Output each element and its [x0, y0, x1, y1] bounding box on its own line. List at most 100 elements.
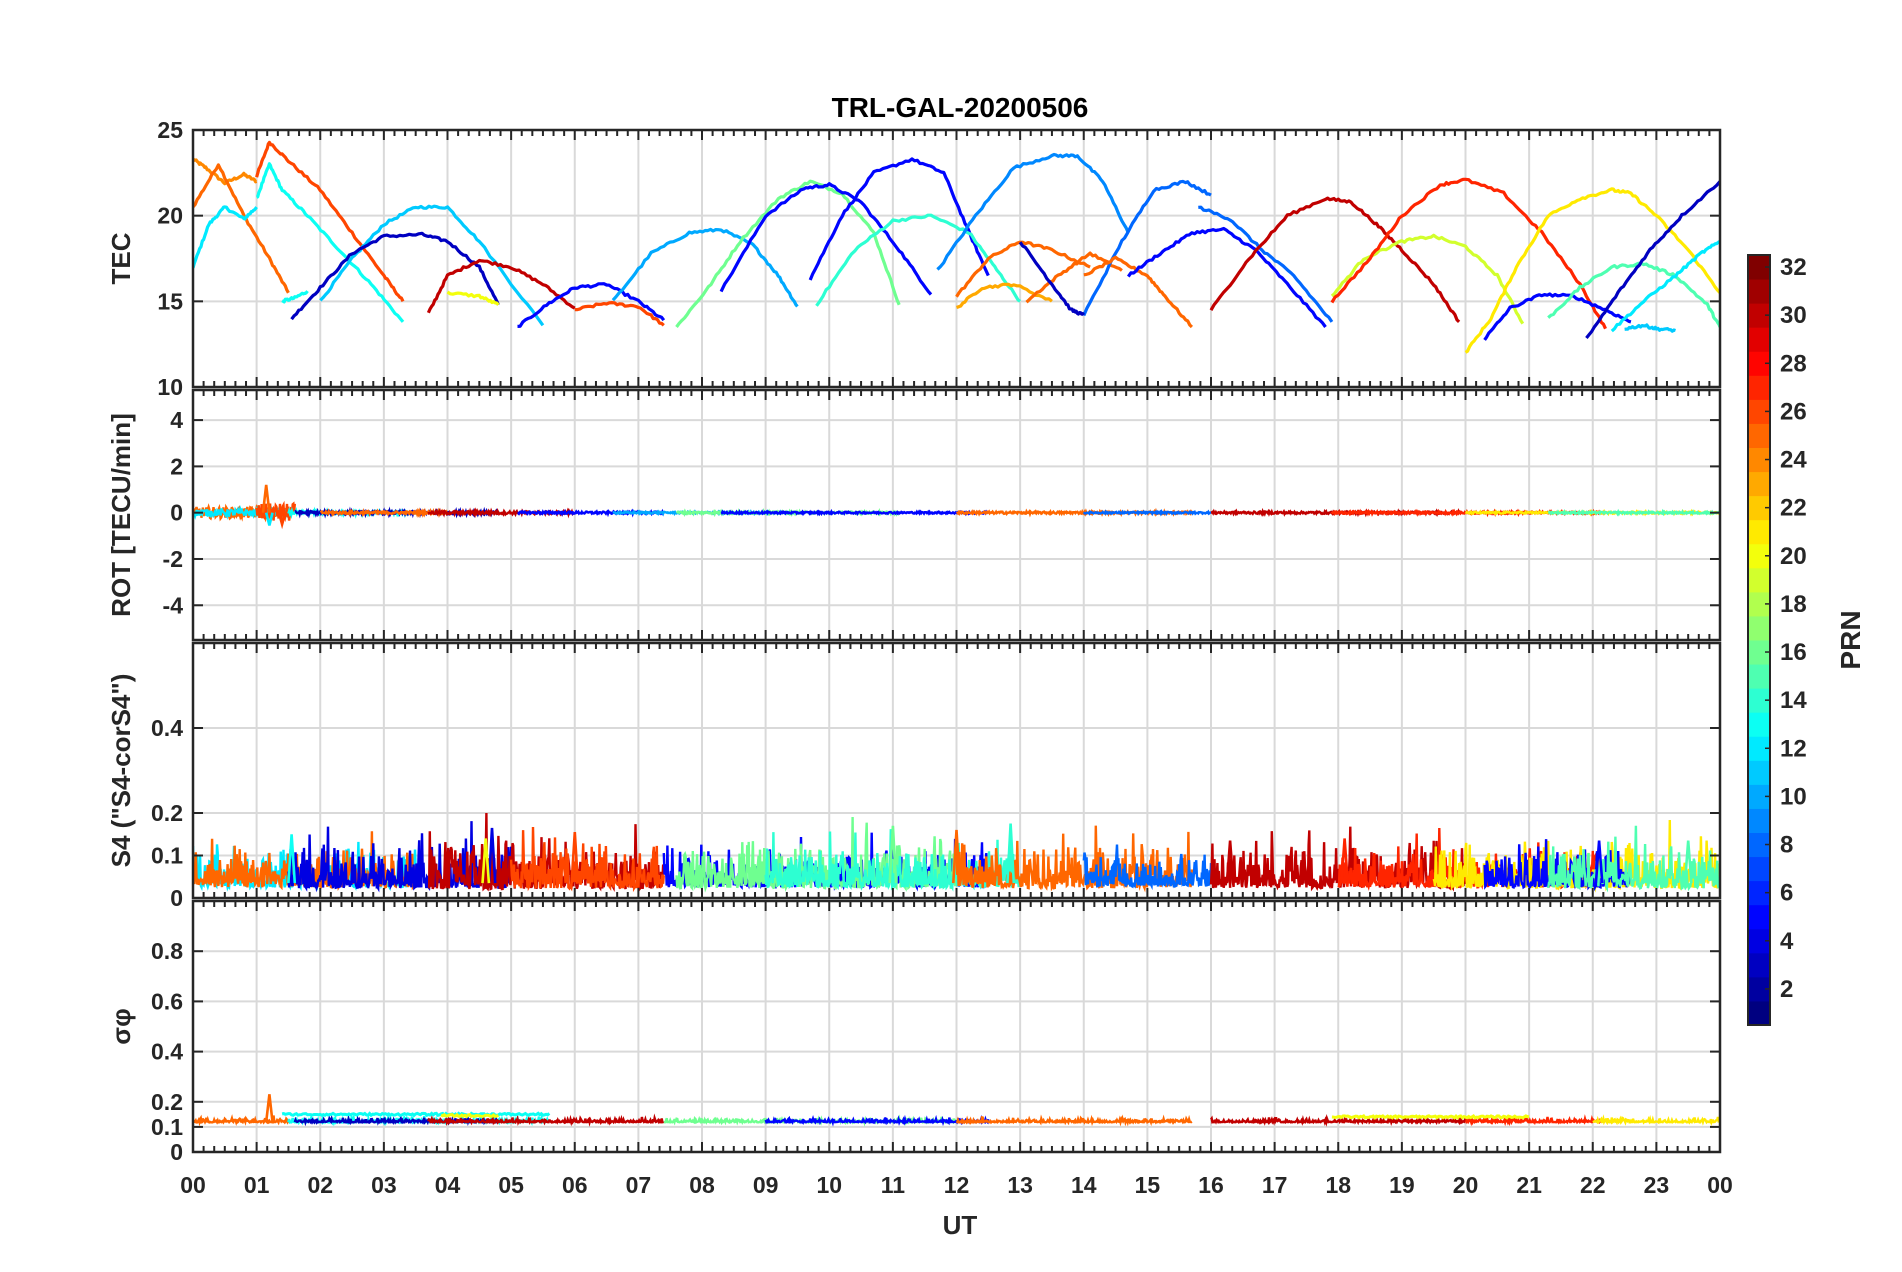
tec-arc-prn-8 [1198, 205, 1334, 323]
x-tick-label: 07 [626, 1172, 652, 1198]
panel-s4-ylabel: S4 ("S4-corS4") [106, 674, 136, 868]
sigma-trace-prn-25 [956, 1114, 1193, 1127]
colorbar-segment [1748, 255, 1770, 280]
panel-sigma-ytick-label: 0.1 [151, 1114, 183, 1140]
panel-rot-ytick-label: 4 [170, 407, 183, 433]
colorbar-segment [1748, 375, 1770, 400]
tec-arc-prn-19 [1330, 233, 1525, 325]
s4-spike-prn-4 [487, 827, 497, 884]
panel-tec-ytick-label: 15 [157, 288, 183, 314]
colorbar-segment [1748, 303, 1770, 328]
sigma-trace-prn-30 [427, 1113, 665, 1127]
x-tick-labels: 00 01 02 03 04 05 06 07 08 09 10 11 12 13 14 15 16 17 18 19… [180, 1172, 1733, 1198]
colorbar-segment [1748, 399, 1770, 424]
tec-arc-prn-20 [446, 290, 500, 306]
colorbar-segment [1748, 976, 1770, 1002]
tec-arc-prn-3 [1585, 180, 1720, 340]
colorbar-segment [1748, 784, 1770, 809]
panel-rot-ytick-label: 2 [170, 453, 183, 479]
panel-sigma-ytick-label: 0.8 [151, 938, 183, 964]
x-tick-label: 21 [1516, 1172, 1542, 1198]
tec-arc-prn-9 [936, 152, 1130, 271]
s4-spike-prn-16 [888, 825, 898, 884]
colorbar-label: PRN [1835, 610, 1866, 669]
tec-arc-prn-30 [426, 258, 576, 314]
s4-spike-prn-13 [287, 834, 297, 884]
x-tick-label: 03 [371, 1172, 397, 1198]
colorbar-tick-label: 20 [1780, 543, 1807, 570]
colorbar-segment [1748, 832, 1770, 858]
panel-s4-ytick-label: 0.4 [151, 715, 183, 741]
colorbar-segment [1748, 423, 1770, 448]
colorbar-segment [1748, 567, 1770, 593]
sigma-trace-prn-30 [1210, 1114, 1467, 1127]
colorbar-tick-label: 28 [1780, 350, 1807, 377]
x-tick-label: 04 [435, 1172, 461, 1198]
chart-title: TRL-GAL-20200506 [832, 92, 1089, 123]
sigma-trace-prn-5 [764, 1114, 990, 1127]
colorbar-segment [1748, 543, 1770, 569]
tec-arc-prn-14 [815, 213, 1022, 307]
rot-trace-prn-8 [1082, 508, 1212, 517]
panel-s4-ytick-label: 0.2 [151, 800, 183, 826]
rot-trace-prn-25 [319, 507, 448, 518]
panel-tec-ytick-label: 10 [157, 374, 183, 400]
panel-rot-ytick-label: -2 [163, 546, 183, 572]
colorbar-tick-label: 22 [1780, 495, 1807, 522]
sigma-trace-prn-21 [1592, 1114, 1720, 1126]
panel-rot: -4 -2 0 2 4 ROT [TECU/min] [106, 388, 1722, 642]
panel-tec: 10 15 20 25 TEC [106, 117, 1722, 400]
colorbar-segment [1748, 712, 1770, 737]
colorbar-tick-label: 30 [1780, 302, 1807, 329]
sigma-spike-prn-25 [264, 1094, 274, 1123]
colorbar-tick-label: 6 [1780, 880, 1793, 907]
tec-arc-prn-3 [1018, 241, 1086, 316]
s4-spike-prn-30 [1225, 840, 1235, 884]
rot-trace-prn-5 [720, 508, 990, 517]
panel-sigma-ytick-label: 0.6 [151, 988, 183, 1014]
colorbar-tick-label: 2 [1780, 976, 1793, 1003]
x-tick-label: 08 [689, 1172, 715, 1198]
x-tick-label: 15 [1135, 1172, 1161, 1198]
colorbar-segment [1748, 880, 1770, 906]
x-tick-label: 02 [307, 1172, 333, 1198]
x-tick-label: 11 [881, 1172, 906, 1198]
panel-rot-ytick-label: 0 [170, 500, 183, 526]
panel-tec-ytick-label: 20 [157, 203, 183, 229]
colorbar-segment [1748, 952, 1770, 978]
panel-tec-data [193, 140, 1720, 354]
panel-sigma: 00.10.2 0.4 0.6 0.8 σφ [106, 899, 1722, 1165]
tec-arc-prn-11 [319, 204, 545, 327]
x-tick-label: 00 [1707, 1172, 1733, 1198]
colorbar-tick-label: 16 [1780, 639, 1807, 666]
tec-arc-prn-26 [255, 140, 405, 303]
x-tick-label: 01 [244, 1172, 270, 1198]
colorbar-segment [1748, 904, 1770, 930]
tec-arc-prn-13 [281, 290, 309, 304]
colorbar-segment [1748, 1000, 1770, 1026]
colorbar-segment [1748, 688, 1770, 713]
x-tick-label: 10 [816, 1172, 842, 1198]
tec-arc-prn-26 [574, 301, 665, 327]
colorbar-frame [1747, 254, 1771, 1026]
tec-arc-prn-21 [1464, 187, 1720, 354]
s4-trace-prn-8 [1082, 844, 1213, 891]
tec-arc-prn-13 [256, 162, 405, 323]
sigma-trace-prn-27 [1465, 1114, 1607, 1127]
panel-tec-ytick-label: 25 [157, 117, 183, 143]
x-tick-label: 00 [180, 1172, 206, 1198]
s4-spike-prn-27 [1340, 838, 1350, 884]
tec-arc-prn-12 [193, 205, 258, 269]
panel-rot-ylabel: ROT [TECU/min] [106, 413, 136, 617]
sigma-segment-prn-20 [1331, 1113, 1530, 1120]
x-tick-label: 12 [944, 1172, 970, 1198]
tec-arc-prn-5 [1483, 292, 1632, 341]
colorbar-segment [1748, 351, 1770, 376]
x-tick-label: 19 [1389, 1172, 1415, 1198]
colorbar-segment [1748, 760, 1770, 785]
x-tick-label: 23 [1644, 1172, 1670, 1198]
sigma-trace-prn-25 [193, 1114, 290, 1127]
